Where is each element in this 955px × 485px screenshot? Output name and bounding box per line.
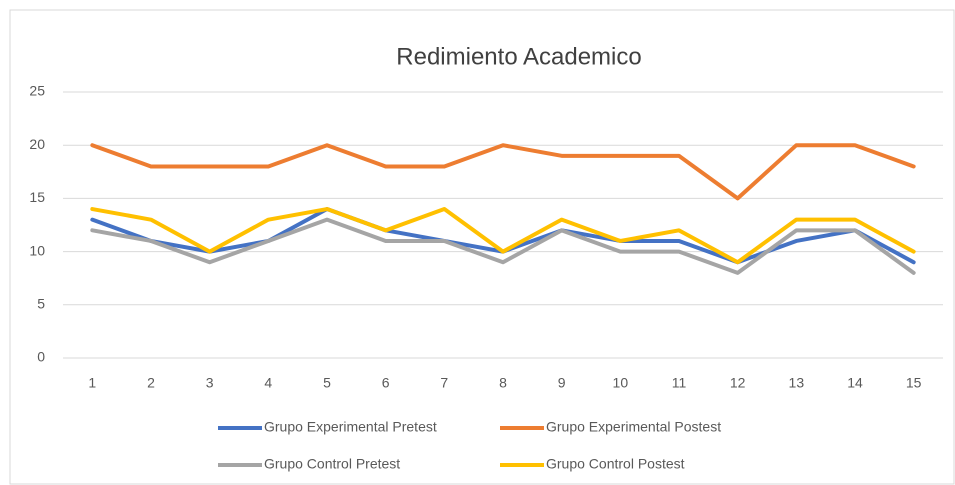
chart-frame bbox=[9, 9, 955, 485]
legend-label: Grupo Control Pretest bbox=[264, 456, 400, 472]
y-tick-label: 25 bbox=[29, 83, 45, 99]
y-tick-label: 0 bbox=[37, 349, 45, 365]
x-tick-label: 7 bbox=[440, 375, 448, 391]
x-tick-label: 2 bbox=[147, 375, 155, 391]
x-tick-label: 14 bbox=[847, 375, 863, 391]
x-tick-label: 9 bbox=[558, 375, 566, 391]
x-tick-label: 1 bbox=[88, 375, 96, 391]
x-tick-label: 10 bbox=[613, 375, 629, 391]
series-line bbox=[90, 143, 916, 201]
legend-label: Grupo Control Postest bbox=[546, 456, 685, 472]
x-tick-label: 6 bbox=[382, 375, 390, 391]
legend-label: Grupo Experimental Pretest bbox=[264, 419, 437, 435]
x-tick-label: 12 bbox=[730, 375, 746, 391]
y-tick-label: 20 bbox=[29, 136, 45, 152]
y-tick-label: 5 bbox=[37, 296, 45, 312]
chart-title: Redimiento Academico bbox=[396, 43, 641, 70]
x-tick-label: 8 bbox=[499, 375, 507, 391]
x-tick-label: 11 bbox=[672, 375, 687, 391]
x-tick-label: 4 bbox=[264, 375, 272, 391]
x-tick-label: 5 bbox=[323, 375, 331, 391]
x-tick-label: 13 bbox=[789, 375, 805, 391]
series-line bbox=[90, 217, 916, 275]
x-tick-label: 3 bbox=[206, 375, 214, 391]
y-tick-label: 10 bbox=[29, 242, 45, 258]
series-line bbox=[90, 207, 916, 265]
y-tick-label: 15 bbox=[29, 189, 45, 205]
x-tick-label: 15 bbox=[906, 375, 922, 391]
legend-label: Grupo Experimental Postest bbox=[546, 419, 721, 435]
